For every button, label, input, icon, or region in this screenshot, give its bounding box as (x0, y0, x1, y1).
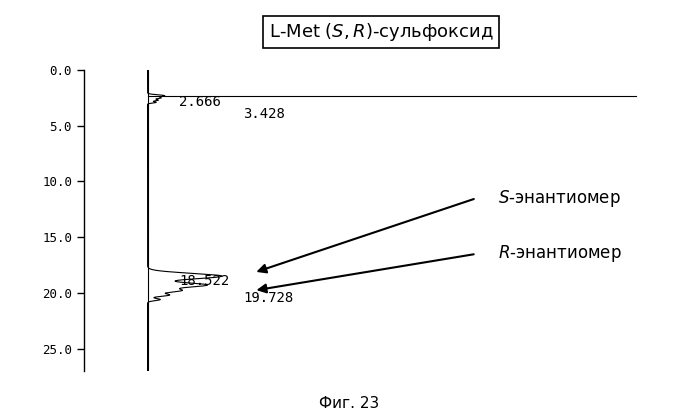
Text: $\it{R}$-энантиомер: $\it{R}$-энантиомер (498, 243, 621, 265)
Text: $\it{S}$-энантиомер: $\it{S}$-энантиомер (498, 187, 620, 208)
Text: 2.666: 2.666 (180, 95, 222, 109)
Text: 19.728: 19.728 (243, 291, 294, 305)
Text: 18.522: 18.522 (180, 274, 229, 288)
Text: Фиг. 23: Фиг. 23 (319, 396, 380, 411)
Text: L-Met ($\it{S,R}$)-сульфоксид: L-Met ($\it{S,R}$)-сульфоксид (268, 21, 493, 43)
Text: 3.428: 3.428 (243, 107, 285, 121)
